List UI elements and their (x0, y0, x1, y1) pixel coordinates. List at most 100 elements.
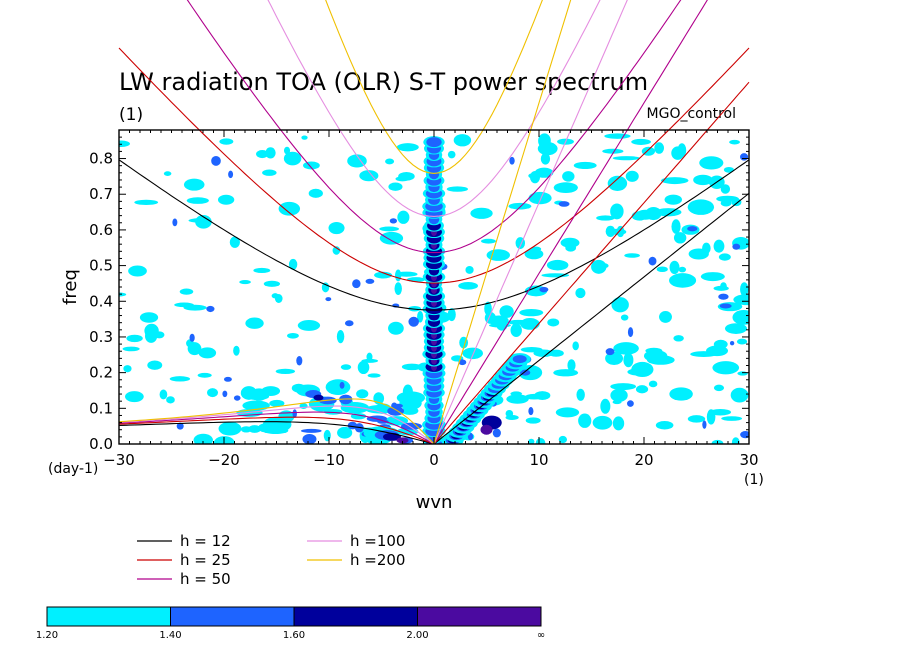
power-contour-blob (347, 421, 358, 430)
power-contour-blob (510, 391, 523, 397)
power-contour-blob (394, 282, 402, 296)
dispersion-curves (118, 0, 750, 444)
power-contour-blob (166, 396, 175, 404)
tick-labels: −30 −20 −10 0 10 20 30 0.0 0.1 0.2 0.3 0.4 0.5 0.6 0.7… (89, 150, 758, 469)
power-contour-blob (470, 207, 493, 219)
power-contour-blob (528, 438, 535, 444)
power-contour-blob (332, 246, 341, 255)
rossby-wave-curve (118, 398, 435, 444)
power-contour-blob (713, 239, 725, 253)
power-contour-blob (659, 310, 672, 323)
power-contour-blob (480, 424, 493, 435)
colorbar-level-label: ∞ (537, 630, 545, 641)
power-contour-blob (344, 320, 354, 327)
power-contour-blob (624, 253, 640, 258)
x-tick-label: 20 (634, 451, 653, 469)
power-contour-blob (379, 226, 400, 232)
axis-ticks (118, 130, 750, 445)
colorbar-level-label: 1.40 (159, 630, 181, 641)
power-contour-blob (604, 133, 631, 139)
power-contour-blob (172, 218, 178, 227)
power-contour-blob (508, 202, 532, 210)
power-contour-blob (528, 407, 534, 416)
power-contour-blob (283, 146, 291, 155)
power-contour-blob (600, 398, 611, 414)
kelvin-wave-curve (433, 81, 750, 444)
power-contour-blob (261, 386, 281, 396)
x-tick-label: −20 (208, 451, 240, 469)
power-contour-blob (253, 267, 271, 274)
power-contour-blob (510, 323, 522, 338)
power-contour-blob (678, 266, 687, 273)
power-contour-blob (388, 321, 404, 335)
power-contour-blob (336, 329, 345, 344)
x-tick-label: −30 (103, 451, 135, 469)
power-contour-blob (352, 279, 361, 289)
power-contour-blob (233, 395, 241, 401)
power-contour-blob (189, 333, 195, 342)
power-contour-blob (732, 243, 741, 250)
power-contour-blob (193, 433, 213, 444)
colorbar-segment (293, 606, 418, 627)
power-contour-blob (301, 135, 308, 140)
power-contour-blob (144, 329, 158, 343)
power-contour-blob (402, 384, 413, 399)
power-contour-blob (233, 345, 240, 356)
power-contour-blob (507, 319, 529, 325)
power-contour-blob (718, 253, 731, 261)
power-contour-blob (575, 287, 586, 299)
power-contour-blob (534, 167, 554, 178)
power-contour-blob (671, 219, 681, 234)
power-contour-blob (733, 294, 749, 306)
power-contour-blob (537, 142, 558, 156)
rossby-wave-curve (118, 416, 435, 444)
power-contour-blob (486, 249, 510, 261)
colorbar-segment (417, 606, 542, 627)
x-axis-label: wvn (416, 492, 453, 513)
power-contour-blob (357, 360, 370, 375)
power-contour-blob (262, 427, 289, 435)
power-contour-blob (610, 383, 637, 390)
power-contour-blob (547, 318, 560, 327)
kelvin-wave-curve (433, 0, 708, 444)
power-contour-blob (159, 389, 168, 400)
power-contour-blob (339, 381, 345, 389)
power-contour-blob (481, 238, 496, 244)
power-contour-blob (119, 292, 127, 297)
power-contour-blob (567, 359, 576, 372)
power-contour-blob (612, 156, 641, 161)
power-contour-blob (347, 154, 367, 168)
power-contour-blob (221, 430, 230, 435)
power-contour-blob (736, 338, 748, 345)
power-contour-blob (287, 332, 299, 339)
power-contour-blob (631, 138, 651, 145)
power-contour-blob (465, 266, 474, 274)
power-contour-blob (387, 406, 405, 416)
power-contour-blob (611, 297, 629, 313)
legend-label: h = 25 (180, 551, 231, 569)
power-contour-blob (713, 384, 725, 392)
power-contour-blob (134, 199, 159, 205)
power-contour-blob (702, 420, 707, 429)
power-contour-blob (661, 177, 689, 185)
power-contour-blob (395, 176, 410, 182)
power-contour-blob (592, 415, 613, 430)
power-contour-blob (288, 258, 298, 270)
rossby-wave-curve (118, 411, 435, 444)
power-contour-blob (731, 198, 742, 207)
y-axis-label: freq (60, 269, 81, 305)
power-contour-blob (664, 194, 683, 205)
colorbar: 1.20 1.40 1.60 2.00 ∞ (36, 606, 545, 641)
power-contour-blob (263, 280, 281, 287)
gravity-wave-curve (186, 0, 682, 254)
x-tick-label: 10 (529, 451, 548, 469)
power-contour-blob (163, 171, 172, 176)
power-contour-blob (687, 415, 706, 423)
power-contour-blob (222, 390, 228, 398)
y-tick-label: 0.0 (89, 435, 113, 453)
power-contour-blob (300, 428, 322, 433)
power-contour-blob (359, 170, 379, 182)
power-contour-blob (596, 215, 615, 221)
power-contour-blob (365, 278, 375, 284)
power-contour-blob (627, 400, 634, 407)
